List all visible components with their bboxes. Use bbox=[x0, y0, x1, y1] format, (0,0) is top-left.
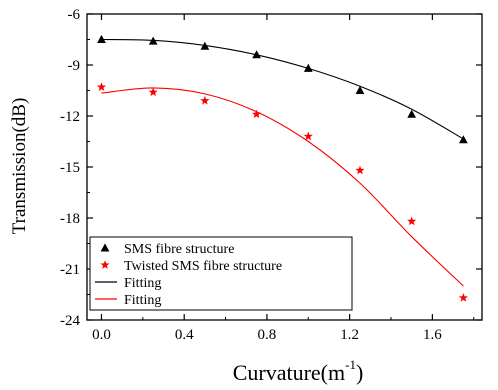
x-tick-label: 0.4 bbox=[175, 327, 194, 343]
x-tick-label: 1.2 bbox=[340, 327, 359, 343]
legend-label-2: Twisted SMS fibre structure bbox=[124, 259, 282, 274]
y-tick-label: -24 bbox=[60, 313, 80, 329]
legend-label-1: SMS fibre structure bbox=[124, 242, 234, 257]
legend: SMS fibre structure Twisted SMS fibre str… bbox=[90, 237, 352, 310]
x-tick-label: 0.0 bbox=[92, 327, 111, 343]
legend-label-3: Fitting bbox=[124, 276, 161, 291]
series-2-point bbox=[355, 166, 364, 175]
y-tick-label: -21 bbox=[60, 262, 80, 278]
fit-line-1 bbox=[101, 40, 463, 139]
y-axis-title: Transmission(dB) bbox=[9, 98, 30, 235]
series-2-point bbox=[149, 87, 158, 96]
x-tick-label: 1.6 bbox=[423, 327, 442, 343]
series-1-point bbox=[97, 35, 106, 43]
y-tick-label: -18 bbox=[60, 211, 80, 227]
y-tick-label: -9 bbox=[68, 58, 81, 74]
legend-label-4: Fitting bbox=[124, 293, 161, 308]
y-tick-label: -15 bbox=[60, 160, 80, 176]
y-tick-label: -12 bbox=[60, 109, 80, 125]
series-2-point bbox=[407, 217, 416, 226]
x-axis-title-sup: -1 bbox=[345, 357, 356, 372]
x-axis-title-main: Curvature(m bbox=[233, 360, 345, 385]
x-axis-title-close: ) bbox=[356, 360, 363, 385]
series-2-point bbox=[459, 293, 468, 302]
x-tick-label: 0.8 bbox=[258, 327, 277, 343]
y-tick-label: -6 bbox=[68, 7, 81, 23]
x-axis-title: Curvature(m-1) bbox=[233, 357, 364, 385]
series-2-point bbox=[97, 82, 106, 91]
series-2-point bbox=[200, 96, 209, 105]
series-1-point bbox=[459, 135, 468, 143]
